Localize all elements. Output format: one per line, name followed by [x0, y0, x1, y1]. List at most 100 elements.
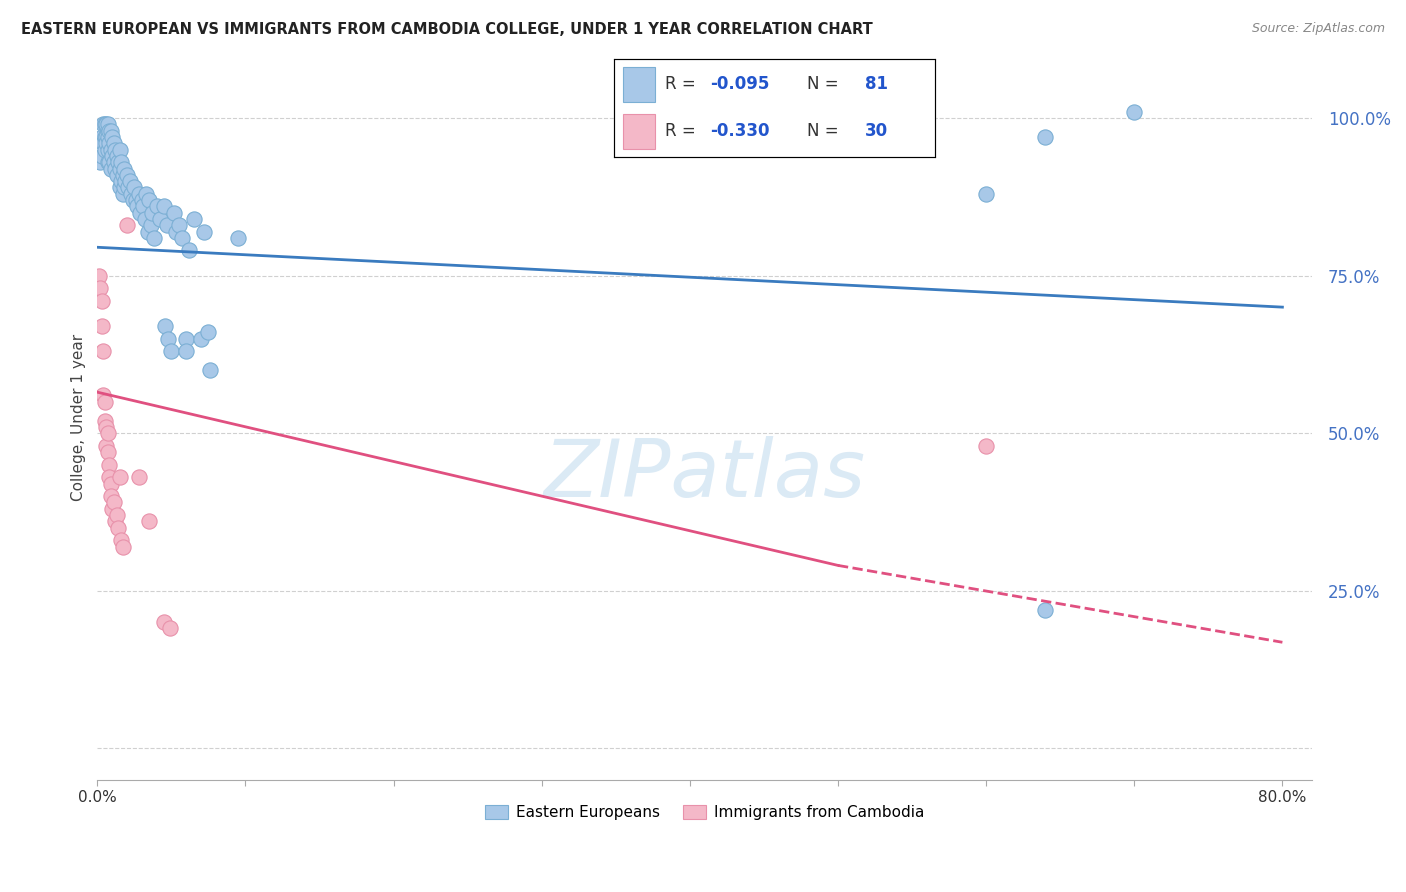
Point	[87, 268, 110, 283]
Point	[125, 193, 148, 207]
Text: ZIPatlas: ZIPatlas	[544, 436, 866, 515]
Point	[131, 193, 153, 207]
Point	[974, 439, 997, 453]
Point	[90, 149, 112, 163]
Point	[129, 205, 152, 219]
Point	[167, 219, 190, 233]
Point	[141, 205, 163, 219]
Point	[118, 174, 141, 188]
Point	[101, 149, 124, 163]
Point	[100, 143, 122, 157]
Point	[134, 211, 156, 226]
Point	[179, 244, 201, 258]
Point	[110, 533, 132, 548]
Point	[104, 161, 127, 176]
Point	[104, 143, 127, 157]
Point	[111, 168, 134, 182]
Point	[128, 186, 150, 201]
Point	[96, 420, 118, 434]
Point	[98, 470, 121, 484]
Point	[98, 155, 121, 169]
Point	[107, 520, 129, 534]
Point	[117, 180, 139, 194]
Point	[96, 130, 118, 145]
Point	[101, 501, 124, 516]
Point	[115, 168, 138, 182]
Point	[89, 281, 111, 295]
Point	[856, 111, 879, 125]
Point	[91, 136, 114, 151]
Point	[97, 118, 120, 132]
Point	[91, 344, 114, 359]
Point	[226, 231, 249, 245]
Legend: Eastern Europeans, Immigrants from Cambodia: Eastern Europeans, Immigrants from Cambo…	[479, 799, 929, 826]
Point	[112, 161, 135, 176]
Point	[138, 514, 160, 528]
Point	[170, 231, 193, 245]
Point	[98, 136, 121, 151]
Point	[108, 143, 131, 157]
Point	[97, 155, 120, 169]
Point	[163, 205, 186, 219]
Point	[1035, 130, 1057, 145]
Point	[139, 219, 162, 233]
Point	[111, 186, 134, 201]
Point	[198, 363, 221, 377]
Point	[91, 388, 114, 402]
Point	[886, 130, 908, 145]
Point	[127, 199, 149, 213]
Point	[100, 161, 122, 176]
Point	[157, 332, 180, 346]
Point	[111, 540, 134, 554]
Point	[165, 225, 187, 239]
Point	[174, 332, 197, 346]
Point	[94, 413, 117, 427]
Point	[105, 508, 128, 522]
Point	[107, 155, 129, 169]
Point	[105, 168, 128, 182]
Point	[108, 161, 131, 176]
Point	[89, 155, 111, 169]
Point	[974, 186, 997, 201]
Point	[190, 332, 212, 346]
Point	[104, 514, 127, 528]
Point	[183, 211, 205, 226]
Text: EASTERN EUROPEAN VS IMMIGRANTS FROM CAMBODIA COLLEGE, UNDER 1 YEAR CORRELATION C: EASTERN EUROPEAN VS IMMIGRANTS FROM CAMB…	[21, 22, 873, 37]
Point	[94, 394, 117, 409]
Point	[108, 470, 131, 484]
Point	[110, 155, 132, 169]
Point	[108, 180, 131, 194]
Point	[153, 615, 176, 629]
Point	[135, 186, 157, 201]
Point	[100, 489, 122, 503]
Point	[101, 130, 124, 145]
Point	[155, 319, 177, 334]
Point	[153, 199, 176, 213]
Point	[132, 199, 155, 213]
Point	[94, 130, 117, 145]
Point	[156, 219, 179, 233]
Point	[160, 344, 183, 359]
Point	[124, 180, 146, 194]
Point	[197, 326, 219, 340]
Point	[114, 174, 136, 188]
Point	[145, 199, 167, 213]
Point	[91, 118, 114, 132]
Point	[103, 136, 125, 151]
Point	[90, 130, 112, 145]
Point	[97, 426, 120, 441]
Point	[96, 118, 118, 132]
Point	[90, 293, 112, 308]
Point	[96, 439, 118, 453]
Point	[128, 470, 150, 484]
Point	[120, 186, 142, 201]
Point	[122, 193, 145, 207]
Point	[103, 155, 125, 169]
Point	[98, 458, 121, 472]
Point	[142, 231, 165, 245]
Point	[97, 445, 120, 459]
Point	[1123, 104, 1146, 119]
Point	[112, 180, 135, 194]
Point	[1035, 602, 1057, 616]
Point	[97, 143, 120, 157]
